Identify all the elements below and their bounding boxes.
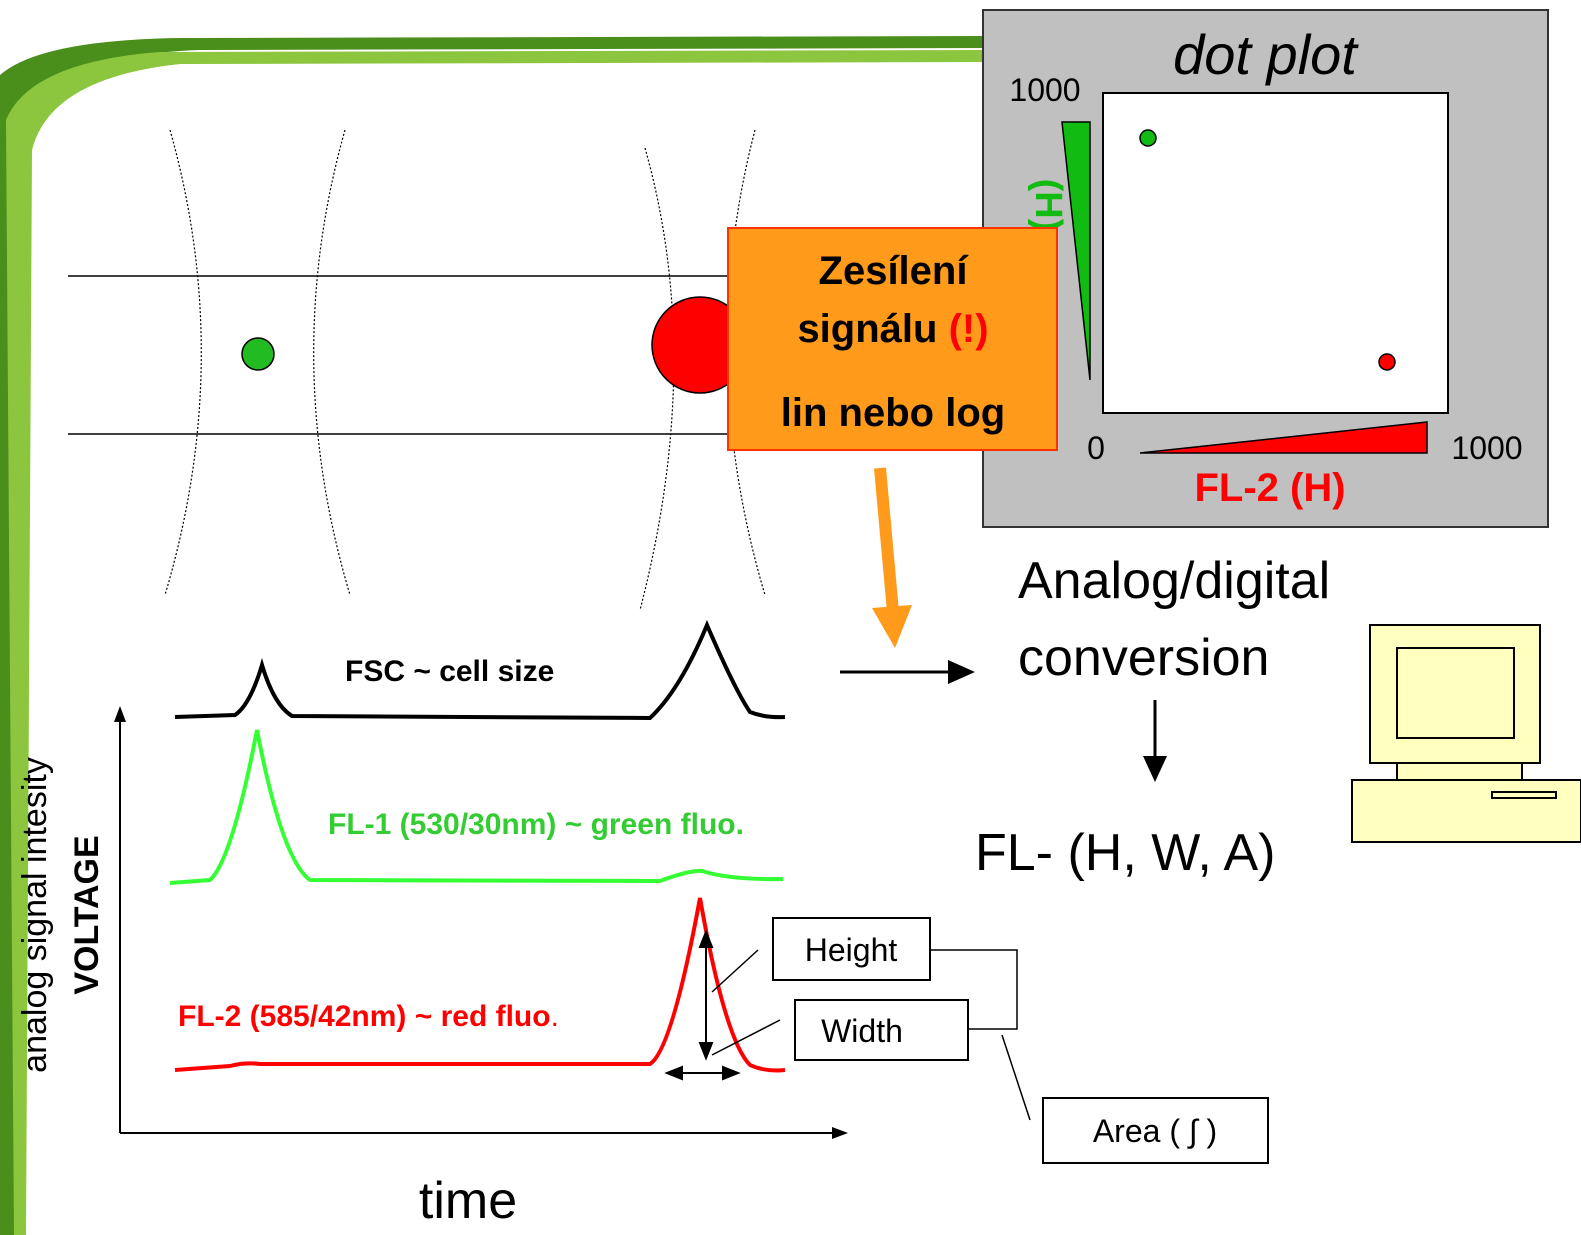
fsc-signal (174, 619, 786, 721)
small-cell (241, 337, 275, 371)
arrow-head (1143, 756, 1167, 782)
amplifier-box (727, 227, 1058, 451)
y-axis-label: (H) (1027, 179, 1069, 232)
amplifier-text: signálu (797, 307, 937, 351)
x-min-label: 0 (1087, 430, 1105, 466)
signal-label: FL-1 (530/30nm) ~ green fluo. (328, 808, 744, 841)
amplifier-text: signálu (!) (797, 307, 988, 351)
area-box (1042, 1097, 1269, 1164)
time-label: time (419, 1172, 517, 1230)
result-text: FL- (H, W, A) (975, 824, 1275, 882)
width-box (794, 999, 969, 1061)
arrow-head (948, 660, 975, 684)
dot-plot-title: dot plot (1173, 23, 1359, 86)
fl2-signal (174, 897, 786, 1073)
red-dot (1378, 353, 1396, 371)
green-dot (1139, 129, 1157, 147)
signal-label: . (551, 1000, 559, 1033)
fl1-signal (169, 729, 784, 885)
signal-label: FL-2 (585/42nm) ~ red fluo. (178, 1000, 559, 1033)
axis-label: analog signal intesity (16, 757, 54, 1073)
measurements (664, 929, 1031, 1121)
param-label: Height (805, 932, 898, 968)
x-wedge (1139, 421, 1428, 454)
arrow-head (832, 1127, 848, 1139)
conversion-text: conversion (1018, 629, 1269, 687)
amplifier-text: Zesílení (819, 249, 970, 293)
arrow-head (114, 706, 126, 722)
x-axis-label: FL-2 (H) (1194, 466, 1345, 510)
param-label: Width (821, 1013, 903, 1049)
orange-arrow (874, 467, 899, 613)
amplifier-mark: (!) (949, 307, 989, 351)
signal-label: FL-2 (585/42nm) ~ red fluo (178, 1000, 551, 1033)
param-label: Area ( ∫ ) (1093, 1113, 1217, 1149)
conversion-text: Analog/digital (1018, 552, 1330, 610)
y-wedge (1061, 121, 1091, 381)
computer (1351, 624, 1581, 843)
amplifier-text: lin nebo log (781, 391, 1005, 435)
axis-label: VOLTAGE (68, 835, 106, 994)
y-max-label: 1000 (1009, 72, 1080, 108)
orange-arrow-head (872, 605, 912, 648)
height-box (772, 917, 931, 981)
signal-label: FSC ~ cell size (345, 655, 554, 688)
x-max-label: 1000 (1451, 430, 1522, 466)
